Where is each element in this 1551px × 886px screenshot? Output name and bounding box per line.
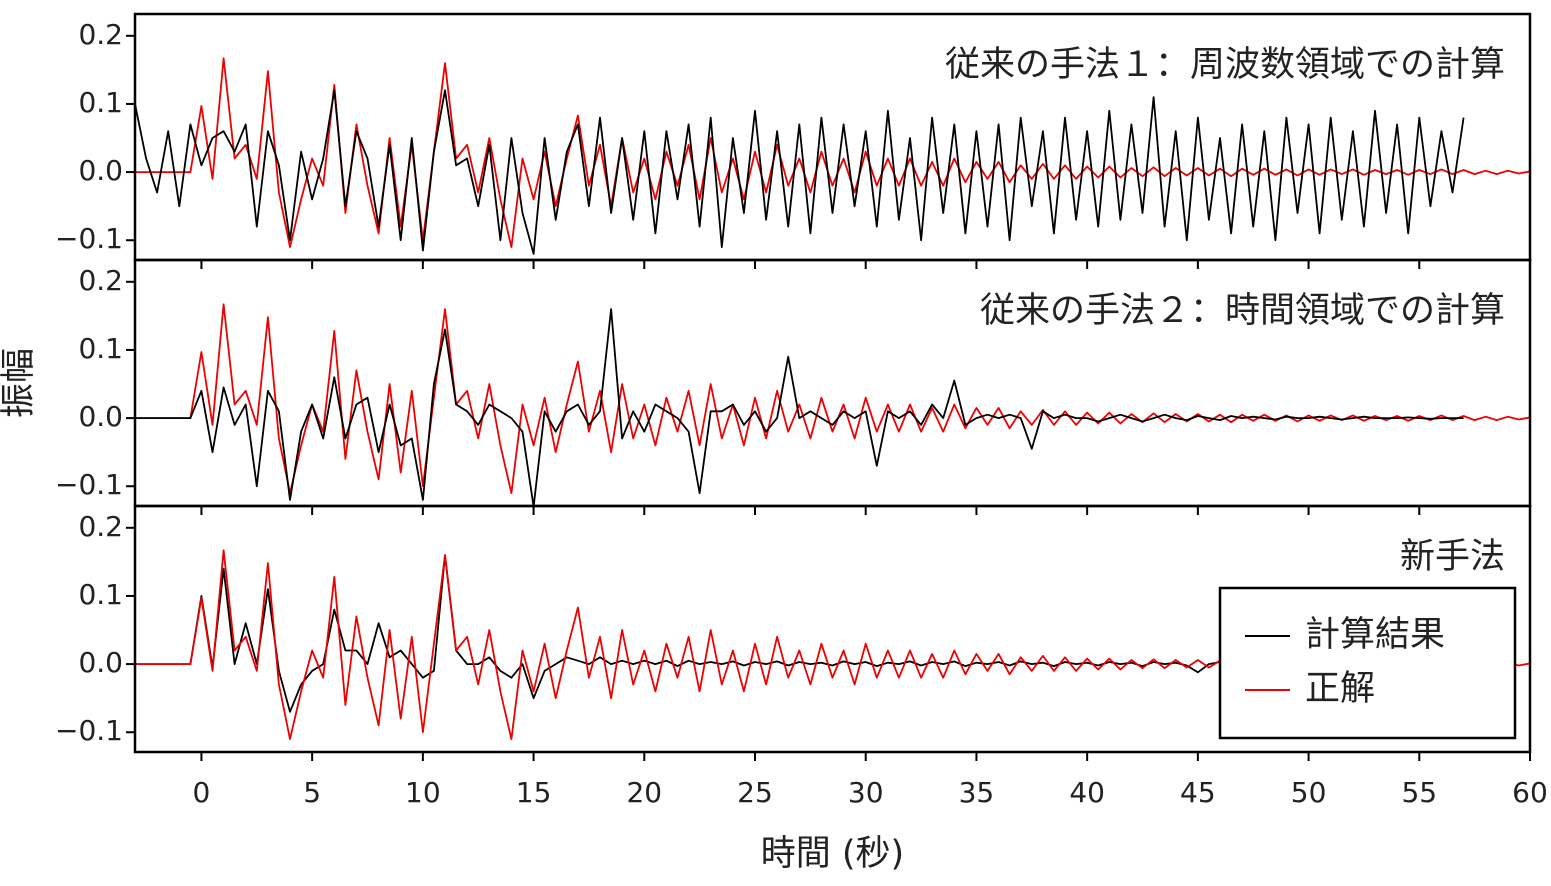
y-tick-label: −0.1 xyxy=(55,714,123,747)
x-tick-label: 15 xyxy=(516,776,552,809)
x-tick-label: 50 xyxy=(1291,776,1327,809)
x-tick-label: 45 xyxy=(1180,776,1216,809)
x-axis-label: 時間 (秒) xyxy=(761,834,904,874)
x-tick-label: 40 xyxy=(1069,776,1105,809)
y-axis-label: 振幅 xyxy=(0,348,39,418)
x-tick-label: 20 xyxy=(626,776,662,809)
legend-label: 正解 xyxy=(1305,669,1375,709)
x-tick-label: 60 xyxy=(1512,776,1548,809)
x-tick-label: 10 xyxy=(405,776,441,809)
x-tick-label: 30 xyxy=(848,776,884,809)
x-tick-label: 5 xyxy=(303,776,321,809)
x-tick-label: 35 xyxy=(959,776,995,809)
panel-title: 従来の手法１：周波数領域での計算 xyxy=(945,45,1505,85)
y-tick-label: 0.1 xyxy=(78,332,123,365)
series-line xyxy=(135,89,1465,255)
y-tick-label: 0.0 xyxy=(78,154,123,187)
y-tick-label: 0.0 xyxy=(78,646,123,679)
legend-label: 計算結果 xyxy=(1305,615,1445,655)
y-tick-label: 0.1 xyxy=(78,578,123,611)
x-tick-label: 55 xyxy=(1401,776,1437,809)
y-tick-label: 0.2 xyxy=(78,510,123,543)
x-tick-label: 0 xyxy=(193,776,211,809)
y-tick-label: 0.2 xyxy=(78,18,123,51)
series-line xyxy=(135,57,1530,248)
plot-lines xyxy=(135,57,1530,255)
y-tick-label: 0.0 xyxy=(78,400,123,433)
y-tick-label: 0.2 xyxy=(78,264,123,297)
y-tick-label: −0.1 xyxy=(55,222,123,255)
series-line xyxy=(135,308,1464,506)
plot-lines xyxy=(135,303,1530,506)
panel-title: 新手法 xyxy=(1400,537,1505,577)
legend-box xyxy=(1218,586,1517,740)
panel-title: 従来の手法２：時間領域での計算 xyxy=(980,291,1505,331)
x-tick-label: 25 xyxy=(737,776,773,809)
panel-frame xyxy=(133,504,1532,754)
y-tick-label: 0.1 xyxy=(78,86,123,119)
y-tick-label: −0.1 xyxy=(55,468,123,501)
series-line xyxy=(135,303,1530,494)
